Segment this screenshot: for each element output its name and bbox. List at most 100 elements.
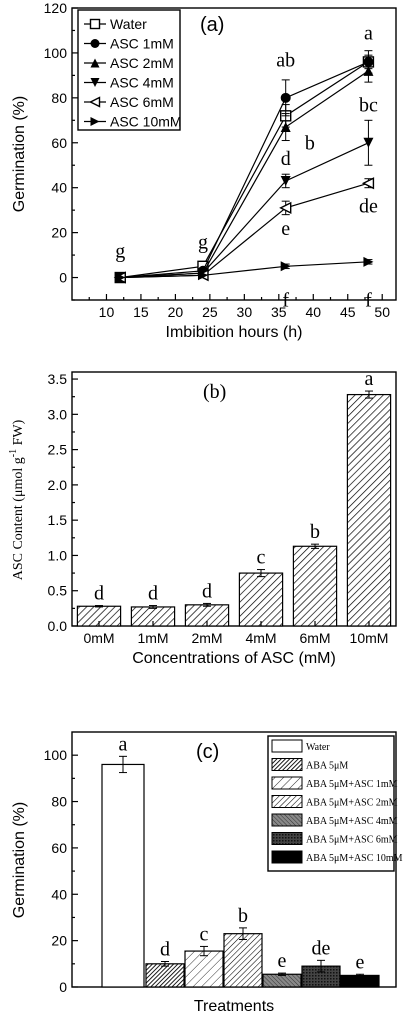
panel-c-label: (c) bbox=[196, 741, 219, 763]
legend-entry-aba-5-m-asc-2mm: ABA 5μM+ASC 2mM bbox=[271, 795, 398, 809]
bar-group-water: a bbox=[101, 733, 145, 988]
significance-letter-g: g bbox=[198, 231, 208, 253]
significance-letter-ab: ab bbox=[276, 49, 295, 71]
x-tick-label-20: 20 bbox=[168, 304, 184, 320]
bar-aba-5-m-asc-10mm bbox=[340, 974, 380, 988]
significance-letter-aba-5-m-asc-4mm: e bbox=[278, 950, 287, 972]
legend-label-aba-5-m-asc-10mm: ABA 5μM+ASC 10mM bbox=[306, 853, 403, 864]
bar-group-0mm: d 0mM bbox=[76, 583, 122, 646]
bar-group-aba-5-m-asc-1mm: c bbox=[184, 923, 224, 988]
significance-letter-0mm: d bbox=[94, 583, 104, 605]
y-tick-label-40: 40 bbox=[51, 180, 67, 196]
legend-label-asc-1mm: ASC 1mM bbox=[110, 36, 174, 52]
data-point-asc-10mm-48h bbox=[363, 256, 374, 267]
y-tick-label-0.0: 0.0 bbox=[48, 618, 68, 634]
legend-entry-asc-1mm: ASC 1mM bbox=[84, 36, 174, 52]
legend-swatch-aba-5-m-asc-1mm bbox=[271, 776, 303, 790]
x-tick-label-35: 35 bbox=[271, 304, 287, 320]
bar-group-aba-5-m: d bbox=[145, 939, 185, 988]
significance-letter-1mm: d bbox=[148, 583, 158, 605]
series-line-asc-10mm bbox=[120, 261, 369, 279]
significance-letter-aba-5-m-asc-10mm: e bbox=[356, 951, 365, 973]
panel-a-label: (a) bbox=[200, 14, 224, 36]
legend-swatch-aba-5-m-asc-6mm bbox=[271, 832, 303, 845]
y-tick-label-2.5: 2.5 bbox=[48, 442, 68, 458]
y-tick-label-80: 80 bbox=[51, 90, 67, 106]
bar-group-aba-5-m-asc-4mm: e bbox=[262, 950, 302, 988]
legend-entry-asc-10mm: ASC 10mM bbox=[84, 114, 182, 130]
x-tick-label-1mm: 1mM bbox=[137, 630, 168, 646]
series-asc-4mm bbox=[115, 119, 374, 283]
significance-letter-bc: bc bbox=[359, 94, 378, 116]
legend-label-water: Water bbox=[306, 742, 330, 753]
significance-letter-a: a bbox=[364, 22, 373, 44]
bar-water bbox=[101, 763, 145, 988]
panel-a-legend-box bbox=[77, 9, 181, 131]
panel-b: 0.0 0.5 1.0 1.5 2.0 2.5 3.0 3.5 d 0mM d 1mM d 2mM c 4m… bbox=[8, 368, 397, 667]
significance-letter-g: g bbox=[115, 240, 125, 262]
y-tick-label-100: 100 bbox=[44, 747, 68, 763]
panel-b-frame bbox=[71, 371, 397, 627]
legend-label-aba-5-m-asc-1mm: ABA 5μM+ASC 1mM bbox=[306, 779, 398, 790]
bar-group-2mm: d 2mM bbox=[184, 580, 230, 646]
panel-b-ylabel: ASC Content (μmol g-1 FW) bbox=[8, 419, 26, 580]
panel-c-legend-box bbox=[267, 735, 395, 872]
legend-label-asc-4mm: ASC 4mM bbox=[110, 75, 174, 91]
bar-6mm bbox=[292, 545, 338, 627]
legend-label-asc-2mm: ASC 2mM bbox=[110, 55, 174, 71]
y-tick-label-3.5: 3.5 bbox=[48, 371, 68, 387]
significance-letter-aba-5-m-asc-2mm: b bbox=[238, 905, 248, 927]
x-tick-label-40: 40 bbox=[305, 304, 321, 320]
x-tick-label-25: 25 bbox=[202, 304, 218, 320]
x-tick-label-4mm: 4mM bbox=[245, 630, 276, 646]
x-tick-label-10mm: 10mM bbox=[350, 630, 389, 646]
data-point-asc-10mm-36h bbox=[280, 261, 291, 272]
significance-letter-aba-5-m-asc-6mm: de bbox=[312, 937, 331, 959]
legend-entry-water: Water bbox=[84, 16, 147, 32]
bar-group-4mm: c 4mM bbox=[238, 547, 284, 646]
x-tick-label-0mm: 0mM bbox=[83, 630, 114, 646]
bar-group-1mm: d 1mM bbox=[130, 583, 176, 646]
legend-marker-asc-1mm bbox=[90, 39, 100, 48]
series-line-asc-1mm bbox=[120, 61, 369, 279]
significance-letter-aba-5-m-asc-1mm: c bbox=[200, 923, 209, 945]
data-point-asc-4mm-36h bbox=[280, 175, 291, 186]
legend-entry-aba-5-m-asc-4mm: ABA 5μM+ASC 4mM bbox=[271, 813, 398, 827]
series-asc-10mm bbox=[115, 256, 374, 283]
significance-letter-de: de bbox=[359, 195, 378, 217]
legend-marker-asc-6mm bbox=[88, 96, 101, 108]
x-tick-label-10: 10 bbox=[99, 304, 115, 320]
legend-label-water: Water bbox=[110, 16, 147, 32]
y-tick-label-60: 60 bbox=[51, 840, 67, 856]
legend-entry-aba-5-m-asc-10mm: ABA 5μM+ASC 10mM bbox=[271, 850, 403, 864]
significance-letter-d: d bbox=[281, 148, 291, 170]
legend-entry-asc-2mm: ASC 2mM bbox=[84, 55, 174, 71]
x-tick-label-30: 30 bbox=[237, 304, 253, 320]
bar-4mm bbox=[238, 572, 284, 627]
panel-a-legend: Water ASC 1mM ASC 2mM ASC 4mM ASC 6mM ASC 10m… bbox=[77, 9, 182, 131]
significance-letter-e: e bbox=[281, 218, 290, 240]
panel-c-xlabel: Treatments bbox=[194, 998, 274, 1015]
bar-group-aba-5-m-asc-2mm: b bbox=[223, 905, 263, 988]
y-tick-label-80: 80 bbox=[51, 794, 67, 810]
bar-aba-5-m-asc-1mm bbox=[184, 950, 224, 988]
x-tick-label-45: 45 bbox=[340, 304, 356, 320]
panel-c: 0 20 40 60 80 100 a d c b e de e (c) Treatments Ger… bbox=[11, 731, 403, 1015]
significance-letter-4mm: c bbox=[257, 547, 266, 569]
legend-entry-asc-6mm: ASC 6mM bbox=[84, 94, 174, 110]
legend-swatch-aba-5-m-asc-4mm bbox=[271, 813, 303, 827]
bar-10mm bbox=[346, 393, 392, 627]
panel-a-ylabel: Germination (%) bbox=[11, 96, 28, 212]
significance-letter-10mm: a bbox=[365, 368, 374, 390]
panel-c-bars: a d c b e de e bbox=[101, 733, 380, 988]
bar-group-aba-5-m-asc-6mm: de bbox=[301, 937, 341, 988]
x-tick-label-15: 15 bbox=[133, 304, 149, 320]
significance-letter-6mm: b bbox=[310, 521, 320, 543]
legend-label-asc-10mm: ASC 10mM bbox=[110, 114, 182, 130]
legend-label-aba-5-m: ABA 5μM bbox=[306, 761, 348, 772]
panel-b-label: (b) bbox=[203, 381, 226, 403]
bar-group-10mm: a 10mM bbox=[346, 368, 392, 646]
series-line-water bbox=[120, 61, 369, 279]
